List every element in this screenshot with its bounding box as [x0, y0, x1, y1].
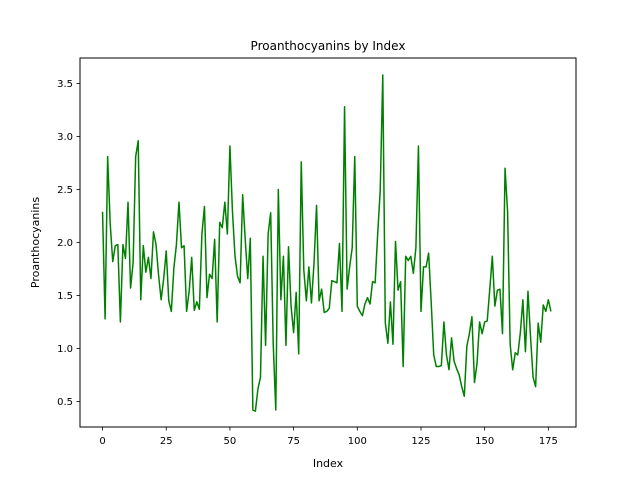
y-tick-label: 1.0 [57, 344, 73, 355]
x-tick-label: 175 [539, 436, 558, 447]
y-tick-label: 1.5 [57, 291, 73, 302]
x-tick-label: 100 [348, 436, 367, 447]
y-tick-label: 0.5 [57, 397, 73, 408]
series-line-0 [101, 74, 552, 412]
x-tick-label: 75 [287, 436, 300, 447]
y-tick-label: 3.0 [57, 132, 73, 143]
x-tick-label: 0 [99, 436, 105, 447]
x-tick-label: 50 [224, 436, 237, 447]
x-tick-label: 125 [411, 436, 430, 447]
chart-title: Proanthocyanins by Index [251, 39, 406, 53]
y-tick-label: 2.5 [57, 185, 73, 196]
x-tick-label: 150 [475, 436, 494, 447]
x-axis: 0 25 50 75 100 125 150 175 [99, 427, 558, 447]
y-axis: 0.5 1.0 1.5 2.0 2.5 3.0 3.5 [57, 79, 80, 408]
y-tick-label: 2.0 [57, 238, 73, 249]
y-axis-title: Proanthocyanins [29, 197, 42, 288]
x-axis-title: Index [313, 457, 344, 470]
x-tick-label: 25 [160, 436, 173, 447]
y-tick-label: 3.5 [57, 79, 73, 90]
series-group [101, 74, 552, 412]
